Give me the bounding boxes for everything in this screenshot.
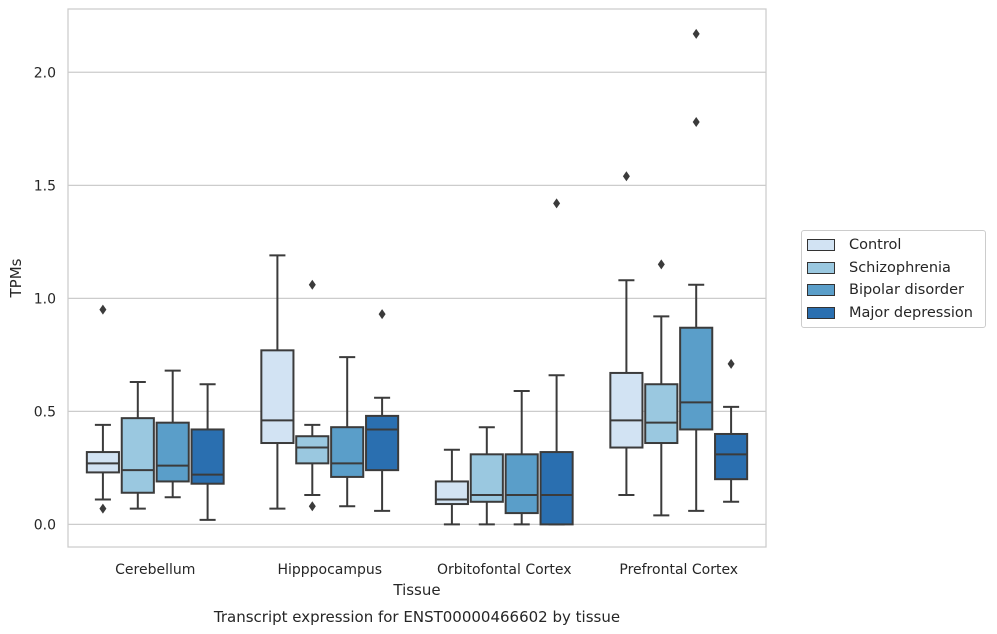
outlier-point bbox=[622, 171, 630, 182]
legend-item: Bipolar disorder bbox=[802, 279, 985, 302]
box-iqr bbox=[260, 349, 295, 445]
outlier-point bbox=[657, 259, 665, 270]
box-bipolar-disorder bbox=[679, 28, 714, 512]
box-iqr bbox=[365, 414, 400, 472]
box-iqr bbox=[714, 432, 749, 481]
box-iqr bbox=[539, 451, 574, 526]
x-tick-label: Hipppocampus bbox=[277, 562, 382, 578]
outlier-point bbox=[692, 117, 700, 128]
legend: Control Schizophrenia Bipolar disorder Majo… bbox=[801, 230, 986, 328]
legend-label: Bipolar disorder bbox=[849, 282, 964, 299]
box-major-depression bbox=[365, 309, 400, 512]
y-tick-labels: 0.0 0.5 1.0 1.5 2.0 bbox=[34, 65, 56, 533]
outlier-point bbox=[553, 198, 561, 209]
outlier-point bbox=[99, 304, 107, 315]
box-iqr bbox=[679, 326, 714, 431]
box-iqr bbox=[85, 451, 120, 474]
legend-label: Control bbox=[849, 237, 902, 254]
legend-swatch bbox=[807, 306, 835, 319]
box-major-depression bbox=[714, 358, 749, 503]
box-bipolar-disorder bbox=[330, 356, 365, 508]
box-iqr bbox=[120, 417, 155, 494]
y-tick-label: 1.0 bbox=[34, 291, 56, 307]
box-schizophrenia bbox=[120, 380, 155, 510]
box-major-depression bbox=[190, 383, 225, 521]
x-tick-label: Cerebellum bbox=[115, 562, 195, 578]
legend-item: Schizophrenia bbox=[802, 257, 985, 280]
x-axis-label: Tissue bbox=[392, 581, 440, 599]
y-tick-label: 0.0 bbox=[34, 517, 56, 533]
box-iqr bbox=[644, 383, 679, 445]
plot-area-frame bbox=[67, 8, 767, 548]
y-tick-label: 2.0 bbox=[34, 65, 56, 81]
legend-swatch bbox=[807, 284, 835, 297]
box-iqr bbox=[504, 453, 539, 515]
outlier-point bbox=[308, 279, 316, 290]
box-schizophrenia bbox=[469, 426, 504, 526]
outlier-point bbox=[99, 503, 107, 514]
box-iqr bbox=[434, 480, 469, 506]
box-iqr bbox=[155, 421, 190, 483]
legend-label: Schizophrenia bbox=[849, 259, 951, 276]
legend-swatch bbox=[807, 261, 835, 274]
outlier-point bbox=[378, 309, 386, 320]
box-control bbox=[434, 448, 469, 526]
box-iqr bbox=[469, 453, 504, 503]
y-tick-label: 1.5 bbox=[34, 178, 56, 194]
box-control bbox=[85, 304, 120, 514]
box-schizophrenia bbox=[644, 259, 679, 517]
outlier-point bbox=[692, 28, 700, 39]
boxes bbox=[85, 28, 749, 526]
x-tick-labels: Cerebellum Hipppocampus Orbitofontal Corte… bbox=[115, 562, 738, 578]
legend-swatch bbox=[807, 239, 835, 252]
box-iqr bbox=[295, 435, 330, 465]
x-tick-label: Prefrontal Cortex bbox=[619, 562, 738, 578]
legend-item: Control bbox=[802, 234, 985, 257]
box-iqr bbox=[330, 426, 365, 478]
box-bipolar-disorder bbox=[504, 390, 539, 526]
box-major-depression bbox=[539, 198, 574, 526]
box-iqr bbox=[609, 371, 644, 449]
legend-item: Major depression bbox=[802, 302, 985, 325]
box-schizophrenia bbox=[295, 279, 330, 512]
box-control bbox=[609, 171, 644, 497]
box-control bbox=[260, 254, 295, 510]
y-tick-label: 0.5 bbox=[34, 404, 56, 420]
chart-title: Transcript expression for ENST0000046660… bbox=[213, 608, 620, 626]
legend-label: Major depression bbox=[849, 304, 973, 321]
x-tick-label: Orbitofontal Cortex bbox=[437, 562, 572, 578]
outlier-point bbox=[727, 358, 735, 369]
y-axis-label: TPMs bbox=[7, 258, 25, 298]
outlier-point bbox=[308, 501, 316, 512]
box-bipolar-disorder bbox=[155, 369, 190, 499]
